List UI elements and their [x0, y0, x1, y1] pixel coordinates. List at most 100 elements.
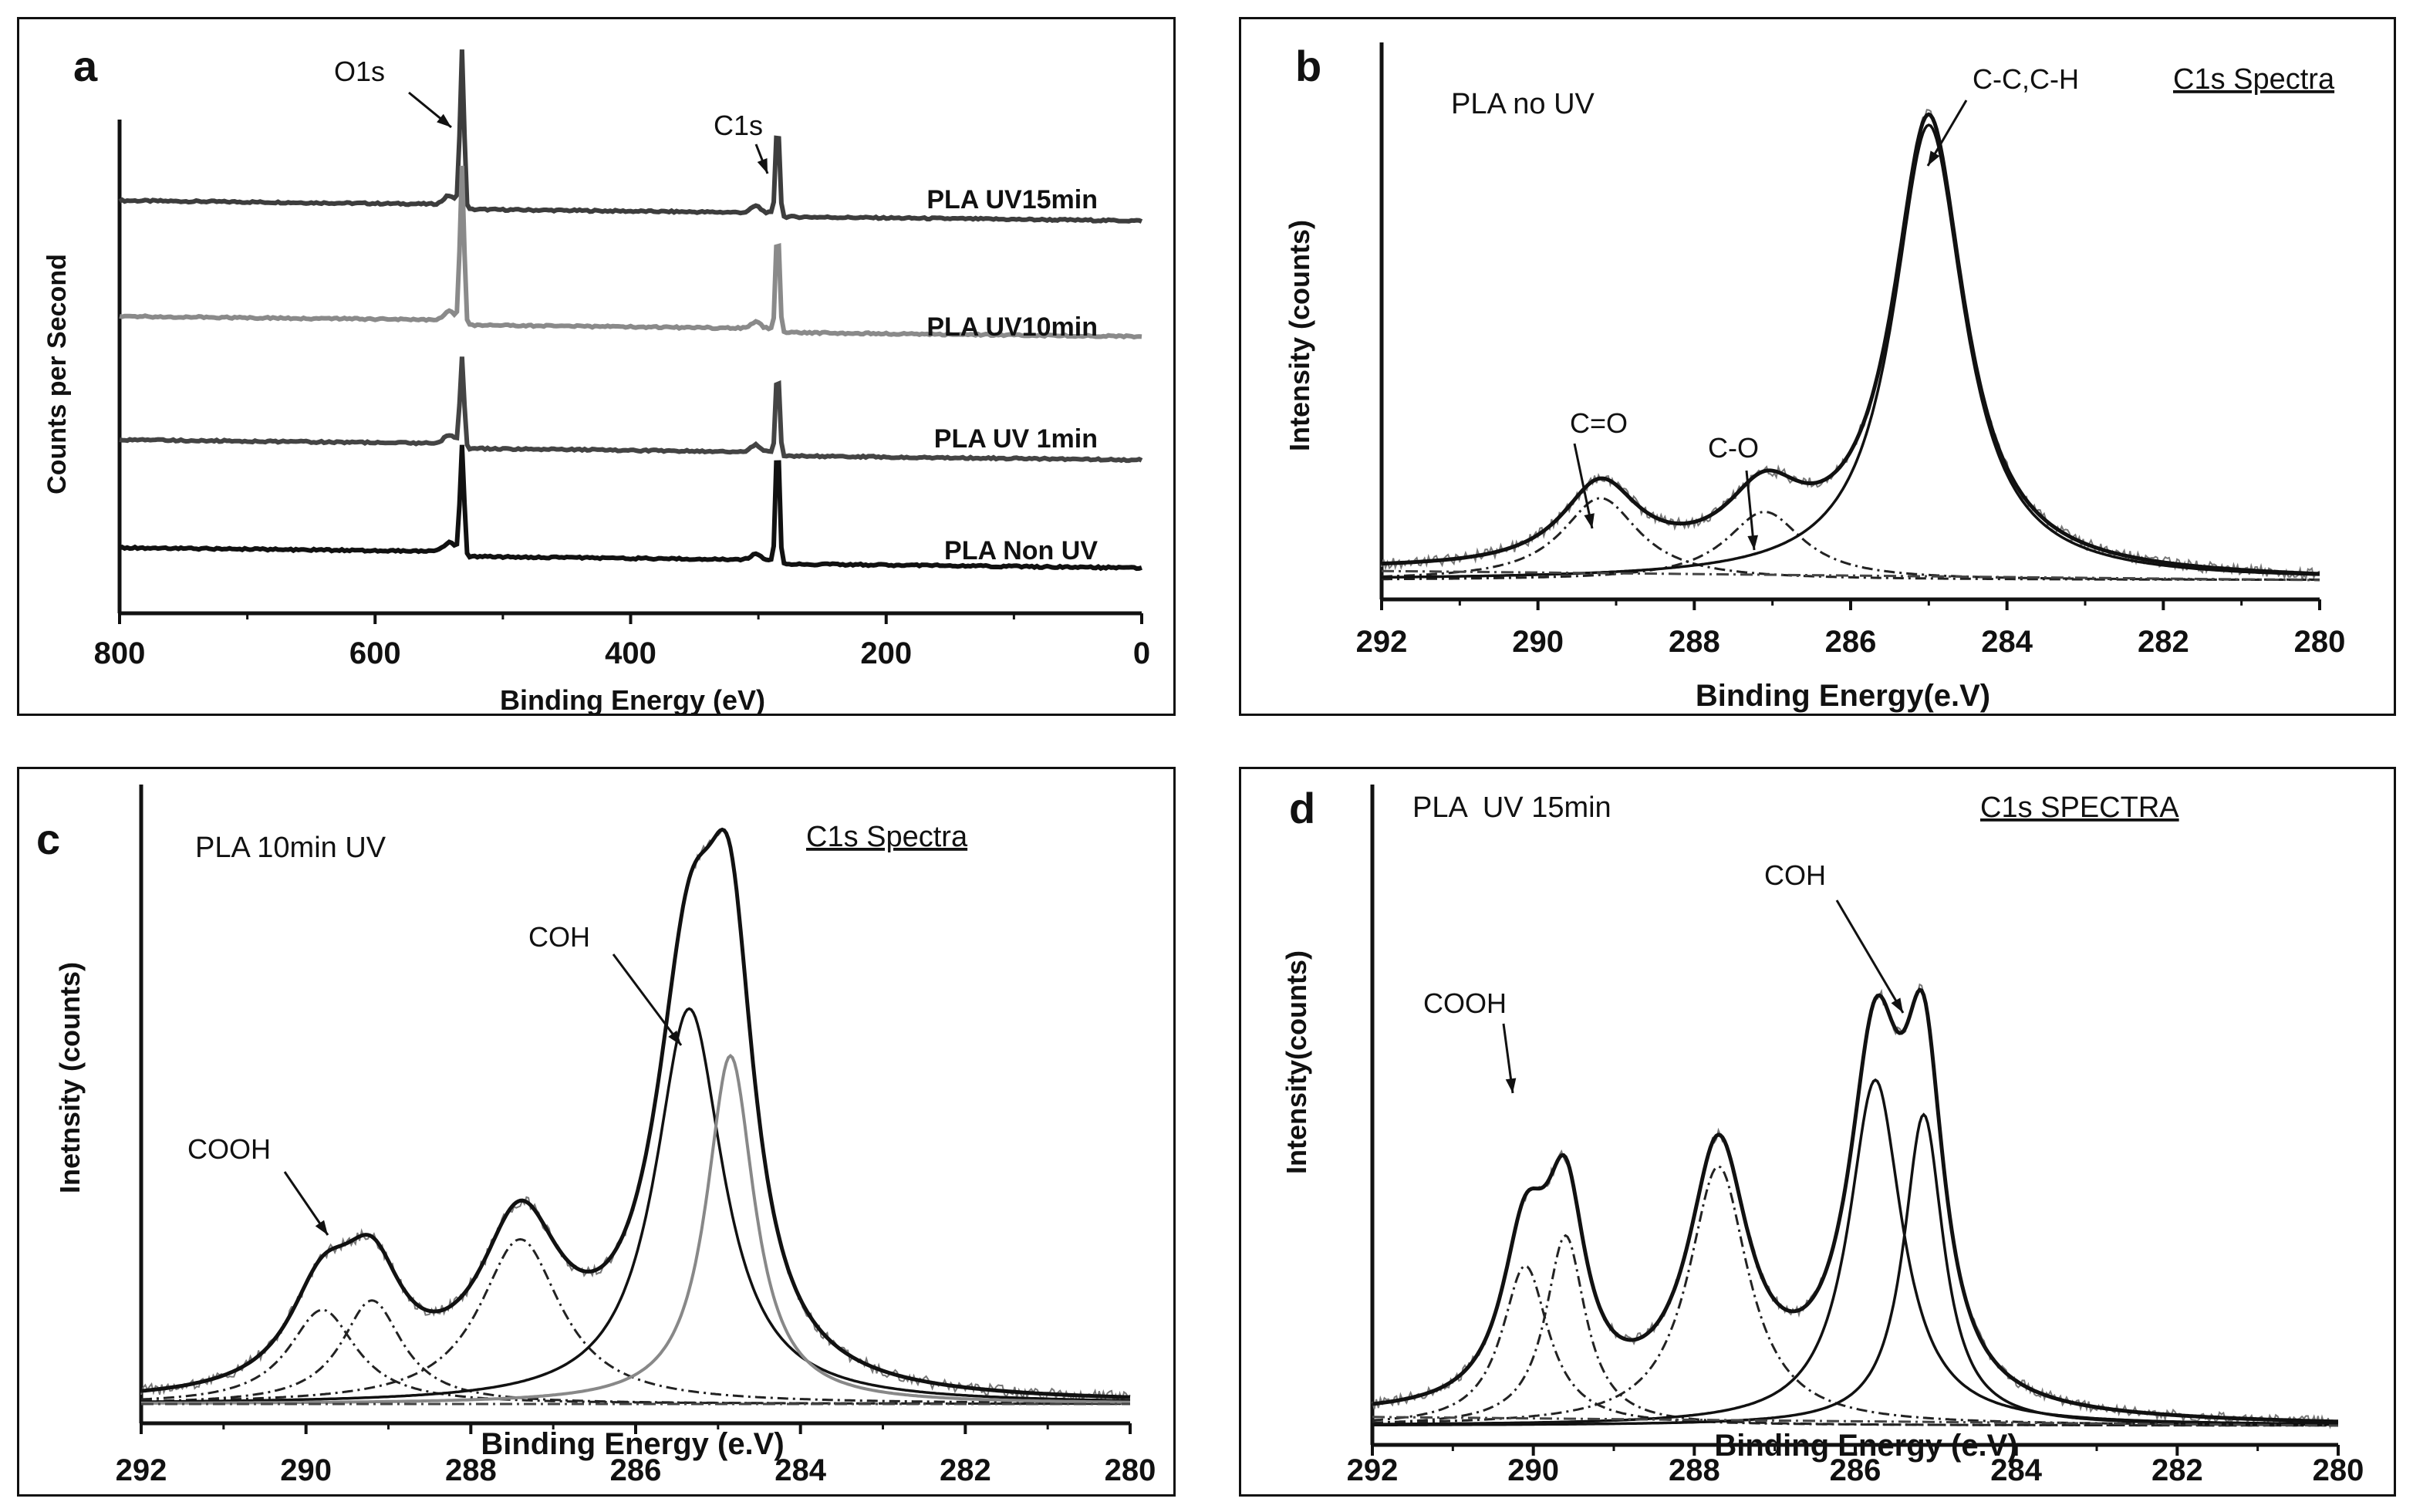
panel-d: d PLA UV 15min C1s SPECTRA Intensity(cou…	[1239, 767, 2396, 1497]
background-line	[1372, 1416, 2339, 1427]
annotation-label: C-C,C-H	[1973, 63, 2079, 95]
series-line	[118, 444, 1142, 572]
x-axis-label: Binding Energy (eV)	[500, 684, 765, 716]
envelope-line	[1381, 112, 2320, 576]
arrow-head	[437, 113, 451, 127]
x-tick-label: 292	[1347, 1453, 1399, 1487]
arrow-head	[757, 158, 768, 174]
x-tick-label: 288	[1669, 1453, 1720, 1487]
y-axis-label: Inetnsity (counts)	[54, 962, 86, 1193]
x-tick-label: 400	[605, 636, 656, 670]
y-axis-label: Counts per Second	[42, 254, 72, 494]
component-peak	[1382, 497, 2320, 582]
panel-b: b PLA no UV C1s Spectra Intensity (count…	[1239, 17, 2396, 716]
annotation-label: O1s	[334, 56, 385, 87]
raw-data-line	[1381, 109, 2320, 582]
x-tick-label: 290	[1512, 625, 1564, 659]
plot-area: 292 290 288 286 284 282 280 COH COOH	[116, 785, 1156, 1487]
x-axis-label: Binding Energy(e.V)	[1696, 679, 1990, 713]
c1s-chart-b: b PLA no UV C1s Spectra Intensity (count…	[1284, 42, 2346, 713]
series-label: PLA Non UV	[944, 536, 1098, 565]
x-tick-label: 280	[2294, 625, 2346, 659]
x-tick-label: 280	[2313, 1453, 2364, 1487]
sample-label: PLA no UV	[1451, 88, 1595, 120]
sample-label: PLA UV 15min	[1412, 791, 1611, 824]
x-axis-label: Binding Energy (e.V)	[481, 1427, 784, 1461]
x-tick-label: 800	[94, 636, 146, 670]
component-peak	[1372, 1234, 2338, 1427]
component-peak	[1372, 1165, 2339, 1426]
component-peak	[1372, 1112, 2338, 1426]
arrow-head	[1505, 1078, 1517, 1093]
x-tick-label: 600	[349, 636, 401, 670]
arrow-head	[1928, 150, 1940, 166]
survey-chart: a Counts per Second Binding Energy (eV) …	[42, 42, 1150, 716]
series-line	[119, 165, 1142, 340]
annotation-label: COH	[1764, 859, 1826, 891]
chart-title: C1s Spectra	[806, 821, 968, 853]
x-tick-label: 290	[1507, 1453, 1559, 1487]
series-line	[119, 356, 1143, 464]
annotation-label: COH	[528, 921, 590, 953]
x-tick-label: 288	[445, 1453, 497, 1487]
chart-title: C1s Spectra	[2173, 63, 2335, 96]
panel-label: b	[1295, 42, 1321, 90]
series-label: PLA UV15min	[926, 185, 1098, 214]
chart-title: C1s SPECTRA	[1980, 791, 2179, 824]
panel-label: c	[36, 815, 60, 863]
x-tick-label: 284	[1981, 625, 2033, 659]
y-axis-label: Intensity (counts)	[1284, 220, 1315, 451]
x-tick-label: 286	[610, 1453, 662, 1487]
plot-area: 800 600 400 200 0 PLA UV15min PLA UV10min PLA U…	[94, 49, 1150, 670]
sample-label: PLA 10min UV	[195, 832, 386, 864]
annotation-label: C1s	[714, 110, 763, 141]
x-tick-label: 282	[2138, 625, 2189, 659]
component-peak	[1372, 1264, 2338, 1427]
panel-label: d	[1289, 784, 1315, 832]
x-tick-label: 286	[1830, 1453, 1881, 1487]
series-line	[118, 49, 1143, 224]
series-label: PLA UV 1min	[934, 424, 1098, 454]
annotation-label: COOH	[1423, 987, 1507, 1019]
envelope-line	[140, 827, 1131, 1399]
panel-label: a	[73, 42, 98, 90]
component-peak	[1382, 123, 2320, 579]
envelope-line	[1372, 987, 2338, 1424]
x-tick-label: 292	[1356, 625, 1408, 659]
component-peak	[141, 1053, 1131, 1405]
annotation-label: COOH	[187, 1133, 271, 1165]
arrow-head	[1891, 997, 1903, 1013]
x-tick-label: 286	[1825, 625, 1877, 659]
x-tick-label: 282	[940, 1453, 991, 1487]
component-peak	[140, 1308, 1130, 1406]
x-tick-label: 0	[1133, 636, 1150, 670]
panel-a: a Counts per Second Binding Energy (eV) …	[17, 17, 1176, 716]
component-peak	[1382, 510, 2320, 581]
x-tick-label: 284	[1990, 1453, 2042, 1487]
raw-data-line	[1372, 983, 2339, 1429]
x-tick-label: 288	[1669, 625, 1720, 659]
component-peak	[141, 1007, 1131, 1403]
series-label: PLA UV10min	[926, 312, 1098, 342]
x-tick-label: 292	[116, 1453, 167, 1487]
arrow-head	[1747, 535, 1759, 550]
arrow-head	[1584, 513, 1595, 528]
x-tick-label: 290	[280, 1453, 332, 1487]
panel-c: c PLA 10min UV C1s Spectra Inetnsity (co…	[17, 767, 1176, 1497]
x-tick-label: 200	[860, 636, 912, 670]
x-tick-label: 280	[1105, 1453, 1156, 1487]
arrow-head	[315, 1220, 328, 1235]
c1s-chart-c: c PLA 10min UV C1s Spectra Inetnsity (co…	[36, 785, 1156, 1487]
c1s-chart-d: d PLA UV 15min C1s SPECTRA Intensity(cou…	[1281, 784, 2364, 1487]
plot-area: 292 290 288 286 284 282 280 COH COOH	[1347, 785, 2364, 1487]
x-tick-label: 282	[2151, 1453, 2203, 1487]
x-tick-label: 284	[775, 1453, 826, 1487]
y-axis-label: Intensity(counts)	[1281, 950, 1312, 1174]
arrow-head	[668, 1030, 681, 1045]
annotation-label: C=O	[1570, 407, 1628, 439]
annotation-arrow	[1835, 899, 1905, 1014]
annotation-arrow	[612, 953, 683, 1046]
plot-area: 292 290 288 286 284 282 280 C=O C-O C-C,C-H	[1356, 42, 2346, 659]
component-peak	[141, 1237, 1130, 1405]
annotation-label: C-O	[1708, 432, 1759, 464]
